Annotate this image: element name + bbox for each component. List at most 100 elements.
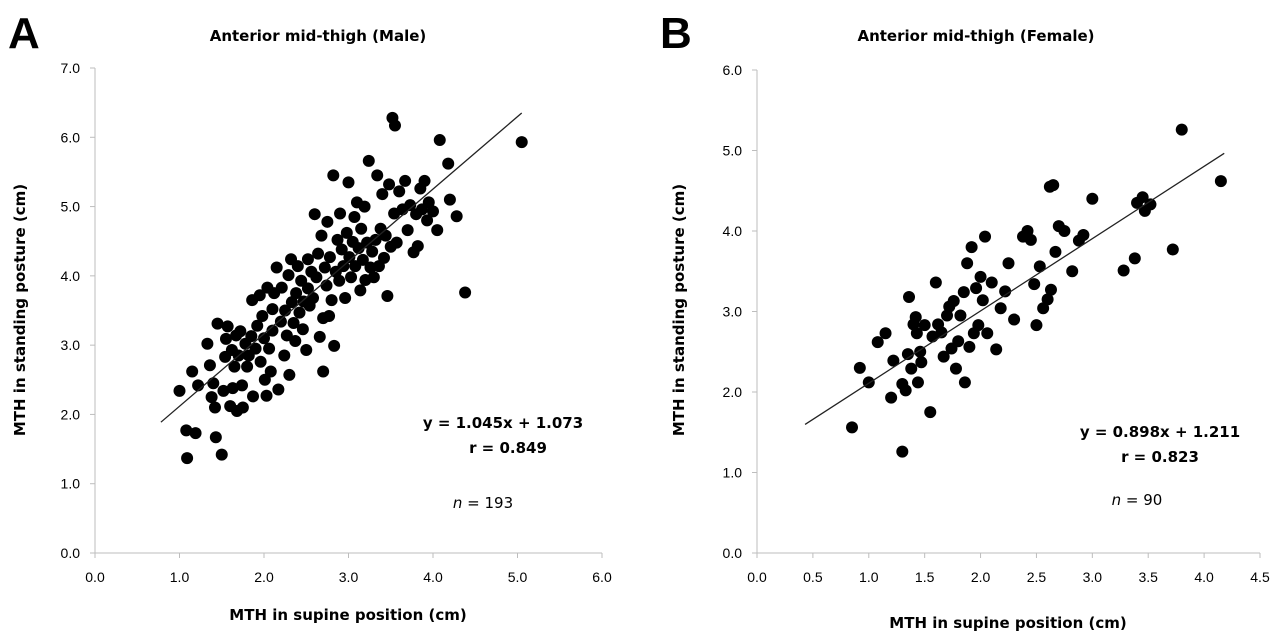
panel-a-data-point — [278, 349, 291, 362]
panel-a-data-point — [317, 365, 330, 378]
panel-a-data-point — [221, 320, 234, 333]
panel-b-data-point — [1049, 245, 1062, 258]
panel-a-data-point — [327, 169, 340, 182]
panel-b-y-ticks: 0.0 1.0 2.0 3.0 4.0 5.0 6.0 — [723, 62, 757, 561]
panel-b-data-point — [1008, 313, 1021, 326]
panel-b-data-point — [947, 295, 960, 308]
panel-b: B Anterior mid-thigh (Female) 0.0 0.5 1.0 1… — [660, 9, 1270, 632]
panel-b-data-point — [1024, 233, 1037, 246]
panel-b-data-point — [879, 327, 892, 340]
panel-a-data-point — [289, 334, 302, 347]
panel-b-data-point — [853, 361, 866, 374]
panel-a-data-point — [450, 210, 463, 223]
panel-a-data-point — [266, 324, 279, 337]
panel-a-data-point — [352, 242, 365, 255]
panel-a-data-point — [307, 292, 320, 305]
panel-a-data-point — [293, 306, 306, 319]
panel-b-data-point — [910, 327, 923, 340]
panel-a-r-value: r = 0.849 — [469, 439, 547, 457]
panel-a-data-point — [328, 339, 341, 352]
panel-a-data-point — [411, 240, 424, 253]
panel-b-points — [846, 123, 1227, 458]
panel-a-data-point — [308, 208, 321, 221]
panel-a-data-point — [272, 383, 285, 396]
panel-b-data-point — [937, 350, 950, 363]
panel-a-data-point — [354, 284, 367, 297]
panel-a-data-point — [421, 214, 434, 227]
panel-a-data-point — [275, 281, 288, 294]
panel-b-equation: y = 0.898x + 1.211 — [1080, 423, 1240, 441]
panel-a-data-point — [186, 365, 199, 378]
panel-a-data-point — [201, 337, 214, 350]
panel-a-data-point — [301, 282, 314, 295]
panel-a-y-tick-label: 7.0 — [61, 60, 81, 76]
panel-a-data-point — [266, 303, 279, 316]
panel-a-y-label: MTH in standing posture (cm) — [11, 184, 29, 436]
panel-b-y-tick-label: 4.0 — [723, 223, 743, 239]
panel-a-y-tick-label: 4.0 — [61, 268, 81, 284]
panel-b-x-tick-label: 0.0 — [747, 569, 767, 585]
panel-b-data-point — [1166, 243, 1179, 256]
panel-b-data-point — [1086, 192, 1099, 205]
panel-a-data-point — [207, 377, 220, 390]
panel-a-data-point — [393, 185, 406, 198]
panel-a-y-tick-label: 5.0 — [61, 199, 81, 215]
panel-b-data-point — [871, 336, 884, 349]
panel-b-data-point — [1028, 278, 1041, 291]
panel-a-data-point — [264, 365, 277, 378]
panel-a-n-symbol: n — [453, 494, 463, 512]
panel-a-data-point — [381, 289, 394, 302]
panel-b-data-point — [1175, 123, 1188, 136]
panel-a-data-point — [209, 431, 222, 444]
panel-b-n-value: = 90 — [1121, 491, 1162, 509]
panel-a-data-point — [331, 233, 344, 246]
panel-b-data-point — [899, 384, 912, 397]
panel-b-data-point — [1037, 302, 1050, 315]
panel-b-data-point — [1058, 225, 1071, 237]
panel-b-data-point — [909, 311, 922, 324]
panel-a-equation: y = 1.045x + 1.073 — [423, 414, 583, 432]
panel-a-data-point — [383, 178, 396, 191]
panel-b-letter: B — [660, 9, 692, 58]
panel-b-data-point — [1136, 191, 1149, 204]
panel-a-data-point — [343, 251, 356, 264]
panel-a-fit-line — [160, 112, 523, 423]
panel-a-x-tick-label: 3.0 — [339, 569, 359, 585]
panel-a-data-point — [274, 315, 287, 328]
panel-a-data-point — [247, 390, 260, 403]
panel-a-data-point — [301, 253, 314, 266]
panel-a-data-point — [236, 379, 249, 392]
panel-a-data-point — [287, 316, 300, 329]
panel-b-data-point — [976, 294, 989, 307]
panel-b-x-tick-label: 1.0 — [859, 569, 879, 585]
panel-b-r-value: r = 0.823 — [1121, 448, 1199, 466]
panel-b-data-point — [1002, 257, 1015, 270]
panel-b-data-point — [990, 343, 1003, 356]
panel-a-data-point — [290, 287, 303, 300]
panel-a-data-point — [260, 389, 273, 402]
panel-b-fit-line — [804, 152, 1225, 425]
panel-a-data-point — [356, 253, 369, 266]
panel-b-data-point — [1047, 179, 1060, 192]
panel-a-data-point — [358, 200, 371, 213]
panel-a-data-point — [388, 119, 401, 132]
panel-b-data-point — [970, 282, 983, 295]
panel-b-data-point — [999, 285, 1012, 298]
panel-a-x-tick-label: 4.0 — [423, 569, 443, 585]
panel-a-data-point — [208, 401, 221, 414]
panel-a-n-value: = 193 — [462, 494, 513, 512]
panel-a-data-point — [431, 224, 444, 237]
panel-b-data-point — [979, 230, 992, 243]
panel-a-data-point — [371, 169, 384, 182]
panel-a-data-point — [270, 261, 283, 274]
panel-a-data-point — [366, 245, 379, 258]
panel-a-data-point — [355, 222, 368, 235]
panel-a-data-point — [340, 226, 353, 239]
panel-b-x-tick-label: 0.5 — [803, 569, 823, 585]
panel-b-data-point — [963, 340, 976, 353]
panel-b-data-point — [887, 354, 900, 367]
panel-a-x-tick-label: 1.0 — [170, 569, 190, 585]
panel-b-data-point — [896, 445, 909, 458]
panel-a-data-point — [342, 176, 355, 189]
